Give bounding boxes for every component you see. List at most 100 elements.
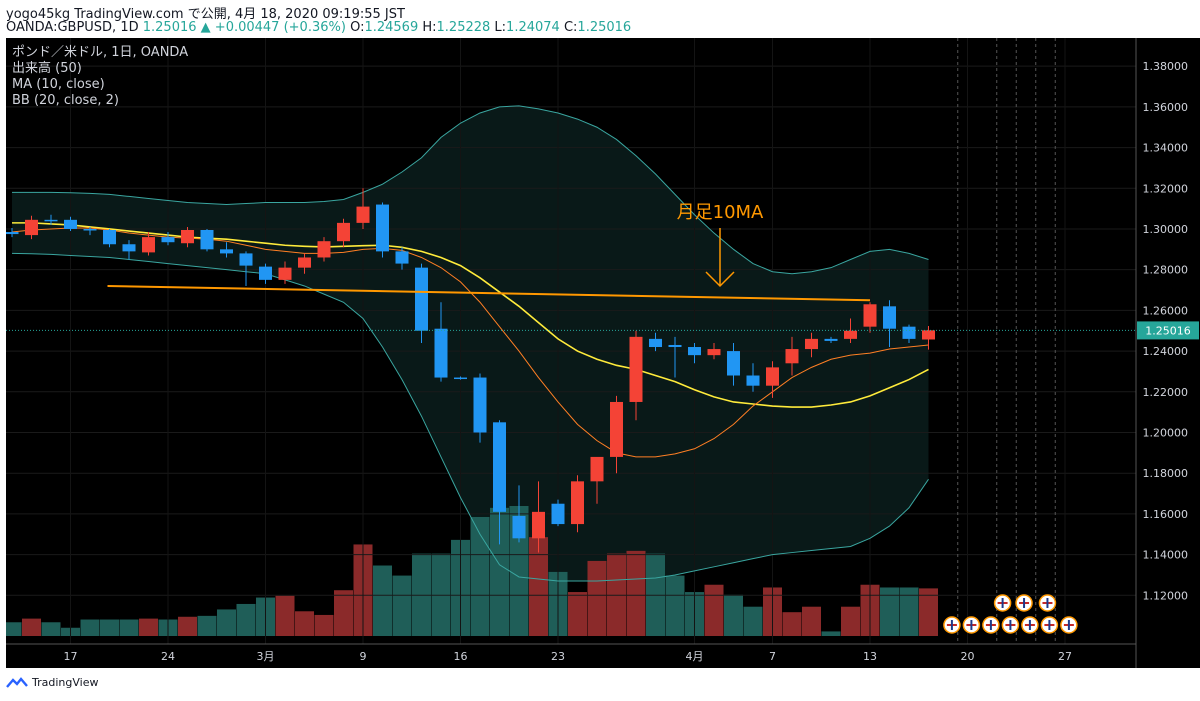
price-tick-label: 1.34000 [1143, 142, 1189, 155]
candle-body [532, 511, 545, 539]
chart-header: yogo45kg TradingView.com で公開, 4月 18, 202… [0, 0, 1200, 38]
volume-bar [314, 614, 334, 636]
change-value: +0.00447 (+0.36%) [214, 20, 346, 35]
bb-lower-line [11, 252, 929, 582]
candle-body [883, 306, 896, 329]
candle-body [161, 237, 175, 243]
candle-body [805, 338, 818, 350]
volume-bar [2, 622, 22, 636]
candle-body [415, 267, 428, 331]
volume-bar [373, 565, 392, 636]
time-tick-label: 4月 [686, 650, 704, 663]
last-price-badge [1137, 321, 1199, 340]
candle-body [785, 349, 799, 364]
price-tick-label: 1.26000 [1143, 304, 1189, 317]
price-axis[interactable] [1136, 38, 1200, 668]
volume-bar [334, 590, 353, 636]
candle-body [844, 330, 857, 339]
volume-bar [490, 507, 509, 636]
price-tick-label: 1.30000 [1143, 223, 1189, 236]
volume-bar [295, 611, 314, 636]
candle-body [551, 503, 565, 525]
tradingview-logo[interactable]: TradingView [6, 676, 98, 689]
candle-body [473, 377, 487, 433]
ohlc-low-label: L: [494, 20, 507, 35]
price-tick-label: 1.16000 [1143, 508, 1189, 521]
candle-body [83, 228, 97, 231]
candle-body [434, 328, 448, 378]
candle-body [122, 244, 136, 252]
volume-bar [509, 506, 529, 636]
volume-bar [724, 594, 743, 636]
price-tick-label: 1.28000 [1143, 264, 1189, 277]
candle-body [64, 219, 77, 229]
candle-body [395, 251, 409, 264]
volume-bar [470, 516, 490, 636]
time-tick-label: 23 [551, 650, 565, 663]
candle-body [337, 222, 350, 242]
price-tick-label: 1.12000 [1143, 589, 1189, 602]
volume-bar [41, 622, 61, 636]
candle-body [278, 267, 292, 280]
legend-symbol: ポンド／米ドル, 1日, OANDA [12, 45, 188, 60]
footer: TradingView [0, 668, 1200, 701]
price-tick-label: 1.18000 [1143, 467, 1189, 480]
volume-bar [704, 584, 724, 636]
volume-bar [626, 550, 646, 636]
candle-body [902, 326, 916, 339]
candle-body [298, 257, 311, 268]
symbol-ohlc-line: OANDA:GBPUSD, 1D 1.25016 ▲ +0.00447 (+0.… [6, 20, 631, 35]
volume-bar [802, 606, 821, 636]
candle-body [259, 266, 272, 280]
monthly-ma-trendline [107, 284, 871, 302]
price-tick-label: 1.32000 [1143, 182, 1189, 195]
brand-label: TradingView [32, 676, 99, 689]
candle-body [688, 347, 701, 356]
candle-body [746, 375, 760, 386]
last-price: 1.25016 [142, 20, 197, 35]
candle-body [181, 230, 194, 244]
candle-body [590, 456, 604, 482]
time-tick-label: 24 [161, 650, 175, 663]
symbol-label: OANDA:GBPUSD, 1D [6, 20, 139, 35]
change-arrow-icon: ▲ [200, 20, 211, 35]
time-tick-label: 9 [360, 650, 367, 663]
candle-body [668, 344, 682, 348]
economic-events[interactable] [943, 594, 1078, 634]
volume-bar [197, 615, 217, 636]
price-tick-label: 1.36000 [1143, 101, 1189, 114]
ohlc-high-value: 1.25228 [436, 20, 491, 35]
publish-info: yogo45kg TradingView.com で公開, 4月 18, 202… [6, 7, 405, 22]
volume-bar [841, 606, 860, 636]
volume-bar [568, 592, 587, 636]
legend-ma: MA (10, close) [12, 77, 105, 92]
candle-body [512, 515, 526, 539]
volume-bar [236, 603, 256, 636]
volume-bar [529, 537, 548, 636]
ohlc-close-value: 1.25016 [577, 20, 632, 35]
candle-body [142, 237, 155, 253]
candle-body [493, 422, 506, 512]
candle-body [863, 304, 877, 327]
candle-body [376, 204, 389, 252]
candle-body [922, 330, 935, 340]
volume-bar [899, 587, 919, 636]
ohlc-open-value: 1.24569 [364, 20, 419, 35]
volume-bar [217, 609, 236, 636]
volume-bar [919, 588, 938, 636]
price-chart[interactable]: 1.38000 1.36000 1.34000 1.32000 1.30000 1.280… [2, 38, 1200, 668]
candle-body [766, 367, 779, 386]
chart-area[interactable]: 1.38000 1.36000 1.34000 1.32000 1.30000 1.280… [2, 38, 1200, 668]
annotation-text: 月足10MA [677, 202, 764, 223]
volume-bar [392, 575, 412, 636]
volume-bar [665, 575, 685, 636]
volume-bar [743, 606, 763, 636]
candle-body [25, 219, 38, 236]
volume-bar [139, 618, 158, 636]
candle-body [454, 377, 467, 380]
volume-bar [119, 619, 139, 636]
price-tick-label: 1.22000 [1143, 386, 1189, 399]
price-tick-label: 1.20000 [1143, 426, 1189, 439]
candle-body [200, 230, 214, 250]
ohlc-close-label: C: [563, 20, 578, 35]
